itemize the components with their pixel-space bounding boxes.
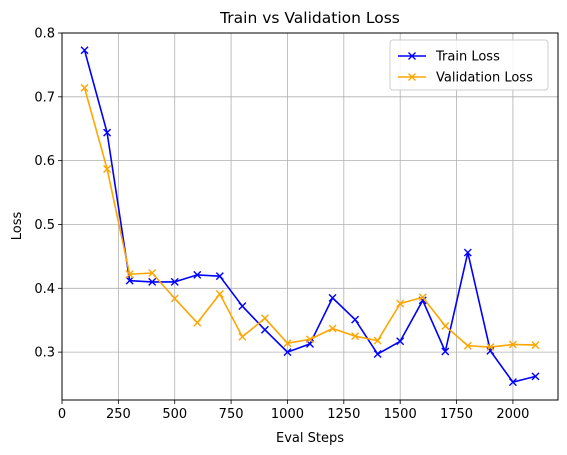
data-point-marker — [170, 294, 179, 303]
data-point-marker — [215, 290, 224, 299]
y-tick-label: 0.7 — [34, 90, 55, 105]
data-point-marker — [80, 46, 89, 55]
legend-box — [389, 39, 549, 91]
data-point-marker — [328, 293, 337, 302]
x-tick-label: 1500 — [384, 407, 417, 422]
data-point-marker — [193, 318, 202, 327]
x-tick-label: 1000 — [271, 407, 304, 422]
x-tick-label: 2000 — [496, 407, 529, 422]
series-line — [83, 50, 536, 383]
y-axis-ticks: 0.3 0.4 0.5 0.6 0.7 0.8 — [34, 27, 62, 361]
series-layer — [80, 46, 540, 387]
data-point-marker — [238, 302, 247, 311]
data-point-marker — [283, 339, 292, 348]
data-point-marker — [463, 341, 472, 350]
x-tick-label: 750 — [219, 407, 244, 422]
y-tick-label: 0.8 — [34, 27, 55, 42]
data-point-marker — [508, 378, 517, 387]
data-point-marker — [441, 321, 450, 330]
data-point-marker — [396, 299, 405, 308]
legend-swatch-marker — [408, 73, 416, 81]
legend-label: Validation Loss — [436, 71, 533, 86]
plot-area-frame — [61, 32, 559, 401]
data-point-marker — [463, 248, 472, 257]
data-point-marker — [193, 270, 202, 279]
x-tick-label: 0 — [58, 407, 66, 422]
data-point-marker — [170, 277, 179, 286]
data-point-marker — [351, 315, 360, 324]
data-point-marker — [260, 314, 269, 323]
data-point-marker — [283, 348, 292, 357]
data-point-marker — [418, 293, 427, 302]
data-point-marker — [351, 332, 360, 341]
data-point-marker — [260, 325, 269, 334]
data-point-marker — [148, 268, 157, 277]
data-point-marker — [125, 276, 134, 285]
series-train-loss — [80, 46, 540, 387]
x-axis-label: Eval Steps — [276, 431, 344, 446]
data-point-marker — [125, 270, 134, 279]
data-point-marker — [531, 372, 540, 381]
data-point-marker — [531, 341, 540, 350]
data-point-marker — [328, 324, 337, 333]
y-tick-label: 0.3 — [34, 346, 55, 361]
y-tick-label: 0.6 — [34, 154, 55, 169]
data-point-marker — [373, 350, 382, 359]
data-point-marker — [103, 164, 112, 173]
x-tick-label: 500 — [162, 407, 187, 422]
data-point-marker — [215, 272, 224, 281]
y-tick-label: 0.4 — [34, 282, 55, 297]
y-axis-label: Loss — [10, 212, 25, 241]
series-line — [83, 87, 536, 348]
data-point-marker — [373, 336, 382, 345]
data-point-marker — [486, 343, 495, 352]
data-point-marker — [238, 332, 247, 341]
data-point-marker — [80, 83, 89, 92]
y-tick-label: 0.5 — [34, 218, 55, 233]
data-point-marker — [396, 337, 405, 346]
data-point-marker — [148, 277, 157, 286]
grid — [61, 32, 558, 400]
legend: Train Loss Validation Loss — [389, 39, 549, 91]
chart-title: Train vs Validation Loss — [219, 9, 400, 27]
series-validation-loss — [80, 83, 540, 352]
legend-label: Train Loss — [435, 50, 500, 65]
data-point-marker — [441, 347, 450, 356]
x-axis-ticks: 0 250 500 750 1000 1250 1500 1750 2000 — [58, 400, 529, 422]
data-point-marker — [306, 335, 314, 344]
x-tick-label: 1750 — [440, 407, 473, 422]
x-tick-label: 250 — [106, 407, 131, 422]
data-point-marker — [103, 128, 112, 137]
x-tick-label: 1250 — [327, 407, 360, 422]
legend-swatch-marker — [408, 52, 416, 60]
data-point-marker — [508, 340, 517, 349]
